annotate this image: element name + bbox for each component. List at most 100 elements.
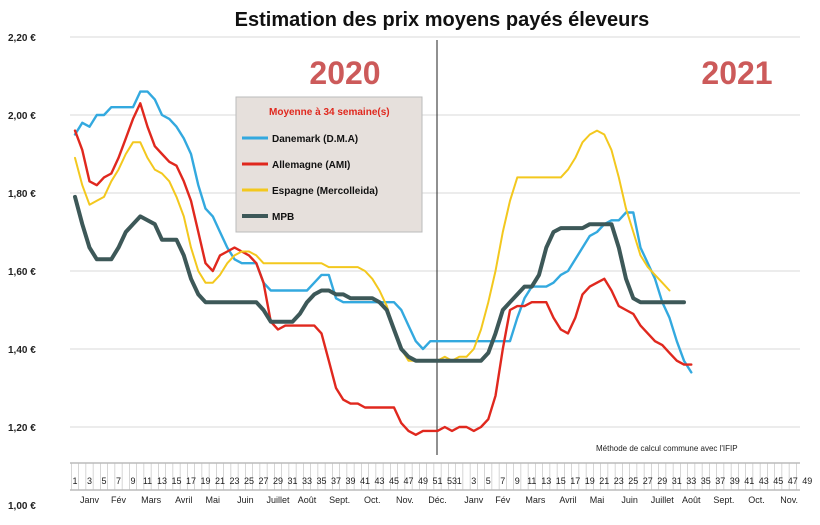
x-week-label: 39 xyxy=(345,476,355,486)
x-month-label: Mai xyxy=(205,495,220,505)
legend-label-espagne: Espagne (Mercolleida) xyxy=(272,186,378,197)
x-week-label: 49 xyxy=(802,476,812,486)
x-axis: 1 3 5 7 9 11 13 15 17 19 21 23 25 27 29 31 33 35 37 39 41 43 4… xyxy=(70,462,812,505)
x-week-label: 47 xyxy=(403,476,413,486)
x-week-label: 9 xyxy=(130,476,135,486)
x-month-label: Janv xyxy=(464,495,484,505)
x-week-label: 51 xyxy=(432,476,442,486)
y-tick-label: 1,20 € xyxy=(8,423,36,434)
x-week-label: 27 xyxy=(258,476,268,486)
x-month-label: Déc. xyxy=(428,495,447,505)
x-month-label: Juin xyxy=(237,495,254,505)
x-week-label: 3 xyxy=(471,476,476,486)
x-week-label: 37 xyxy=(715,476,725,486)
x-week-label: 23 xyxy=(229,476,239,486)
method-note: Méthode de calcul commune avec l'IFIP xyxy=(596,444,738,453)
y-tick-label: 1,00 € xyxy=(8,501,36,512)
legend-label-mpb: MPB xyxy=(272,212,294,223)
x-week-label: 19 xyxy=(200,476,210,486)
x-week-label: 15 xyxy=(556,476,566,486)
x-month-label: Mai xyxy=(590,495,605,505)
y-gridlines xyxy=(70,36,800,428)
x-week-label: 53 xyxy=(447,476,457,486)
legend-label-danemark: Danemark (D.M.A) xyxy=(272,134,358,145)
y-tick-label: 1,60 € xyxy=(8,267,36,278)
x-week-label: 33 xyxy=(686,476,696,486)
x-week-label: 21 xyxy=(215,476,225,486)
x-week-label: 1 xyxy=(457,476,462,486)
y-tick-label: 2,00 € xyxy=(8,111,36,122)
y-tick-label: 2,20 € xyxy=(8,33,36,44)
series-lines xyxy=(73,90,693,436)
x-month-label: Oct. xyxy=(748,495,765,505)
x-week-label: 35 xyxy=(701,476,711,486)
y-tick-label: 1,80 € xyxy=(8,189,36,200)
x-week-label: 15 xyxy=(171,476,181,486)
x-week-label: 41 xyxy=(360,476,370,486)
x-month-label: Avril xyxy=(559,495,576,505)
x-week-label: 5 xyxy=(101,476,106,486)
x-week-label: 11 xyxy=(143,476,152,486)
legend: Moyenne à 34 semaine(s) Danemark (D.M.A)… xyxy=(235,96,423,233)
x-week-label: 11 xyxy=(527,476,536,486)
x-week-label: 45 xyxy=(389,476,399,486)
x-week-label: 31 xyxy=(672,476,682,486)
x-week-label: 29 xyxy=(657,476,667,486)
x-week-label: 7 xyxy=(116,476,121,486)
x-month-label: Sept. xyxy=(713,495,734,505)
x-week-label: 17 xyxy=(570,476,580,486)
year-label-2020: 2020 xyxy=(309,55,380,91)
x-week-label: 25 xyxy=(628,476,638,486)
chart-title: Estimation des prix moyens payés éleveur… xyxy=(235,9,650,31)
x-month-label: Mars xyxy=(141,495,161,505)
x-week-label: 17 xyxy=(186,476,196,486)
x-month-label: Nov. xyxy=(396,495,414,505)
x-week-label: 5 xyxy=(486,476,491,486)
series-line-2 xyxy=(74,129,671,362)
x-month-label: Avril xyxy=(175,495,192,505)
x-week-label: 43 xyxy=(374,476,384,486)
series-line-1 xyxy=(73,102,693,436)
x-month-label: Août xyxy=(682,495,701,505)
x-month-label: Fév xyxy=(495,495,511,505)
x-week-label: 49 xyxy=(418,476,428,486)
x-week-label: 13 xyxy=(541,476,551,486)
year-label-2021: 2021 xyxy=(701,55,772,91)
x-week-label: 39 xyxy=(730,476,740,486)
x-week-label: 45 xyxy=(773,476,783,486)
legend-label-allemagne: Allemagne (AMI) xyxy=(272,160,350,171)
x-week-label: 47 xyxy=(788,476,798,486)
x-week-label: 37 xyxy=(331,476,341,486)
x-week-label: 13 xyxy=(157,476,167,486)
x-week-label: 41 xyxy=(744,476,754,486)
x-week-label: 31 xyxy=(287,476,297,486)
x-month-label: Juillet xyxy=(651,495,675,505)
x-month-label: Janv xyxy=(80,495,100,505)
x-week-label: 25 xyxy=(244,476,254,486)
x-month-label: Sept. xyxy=(329,495,350,505)
y-tick-label: 1,40 € xyxy=(8,345,36,356)
x-month-label: Juillet xyxy=(266,495,290,505)
x-week-label: 33 xyxy=(302,476,312,486)
x-month-label: Nov. xyxy=(780,495,798,505)
x-week-label: 21 xyxy=(599,476,609,486)
x-week-label: 27 xyxy=(643,476,653,486)
x-week-label: 7 xyxy=(500,476,505,486)
x-week-label: 43 xyxy=(759,476,769,486)
series-line-0 xyxy=(73,90,693,374)
legend-title: Moyenne à 34 semaine(s) xyxy=(269,107,390,118)
x-month-label: Oct. xyxy=(364,495,381,505)
x-month-label: Août xyxy=(298,495,317,505)
x-month-label: Fév xyxy=(111,495,127,505)
x-week-label: 29 xyxy=(273,476,283,486)
x-week-label: 19 xyxy=(585,476,595,486)
x-month-label: Juin xyxy=(621,495,638,505)
x-week-label: 9 xyxy=(515,476,520,486)
x-month-label: Mars xyxy=(525,495,545,505)
y-axis-ticks: 1,00 € 1,20 € 1,40 € 1,60 € 1,80 € 2,00 € 2,20… xyxy=(8,33,36,512)
x-week-label: 35 xyxy=(316,476,326,486)
x-week-label: 23 xyxy=(614,476,624,486)
series-line-3 xyxy=(73,194,686,363)
x-week-label: 1 xyxy=(72,476,77,486)
